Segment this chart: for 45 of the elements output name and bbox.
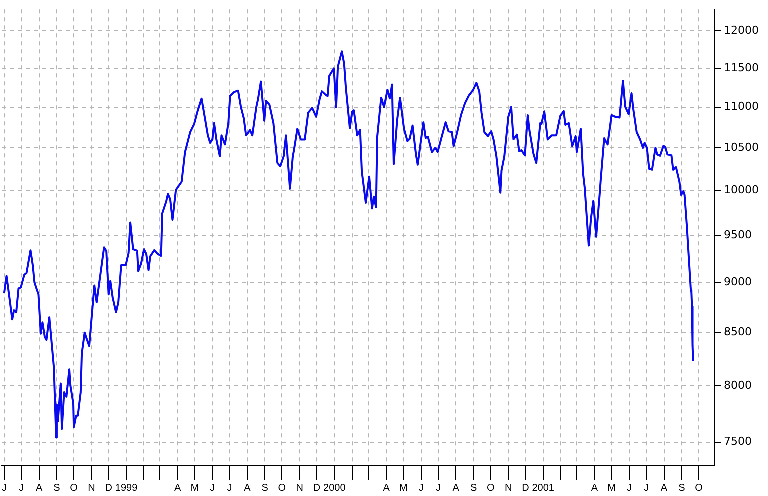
x-tick-label: N bbox=[88, 482, 96, 494]
x-tick-label: A bbox=[452, 482, 460, 494]
y-tick-label: 9000 bbox=[724, 276, 752, 289]
x-tick-label: O bbox=[278, 482, 286, 494]
x-tick-label: A bbox=[591, 482, 598, 494]
x-tick-label: S bbox=[262, 482, 269, 494]
y-tick-label: 11500 bbox=[724, 61, 760, 74]
x-tick-label: M bbox=[399, 482, 408, 494]
x-tick-label: J bbox=[2, 482, 7, 494]
x-tick-label: J bbox=[227, 482, 232, 494]
y-tick-label: 12000 bbox=[724, 24, 760, 38]
x-tick-label: M bbox=[190, 482, 200, 494]
x-tick-label: S bbox=[470, 482, 478, 494]
x-tick-label: O bbox=[695, 482, 704, 494]
x-tick-label: A bbox=[36, 482, 43, 494]
y-tick-label: 10500 bbox=[724, 140, 760, 154]
x-tick-label: 1999 bbox=[115, 482, 138, 494]
x-tick-label: S bbox=[678, 482, 686, 494]
x-tick-label: 2001 bbox=[532, 482, 555, 494]
x-tick-label: J bbox=[418, 482, 424, 494]
x-tick-label: D bbox=[105, 482, 112, 494]
x-tick-label: J bbox=[210, 482, 216, 494]
y-tick-label: 8500 bbox=[724, 326, 752, 339]
x-tick-label: S bbox=[54, 482, 61, 494]
x-tick-label: D bbox=[313, 482, 321, 494]
x-tick-label: A bbox=[244, 482, 252, 494]
y-tick-label: 9500 bbox=[724, 228, 752, 242]
x-tick-label: J bbox=[644, 482, 650, 494]
x-tick-label: A bbox=[383, 482, 390, 494]
y-tick-label: 11000 bbox=[724, 100, 760, 114]
x-tick-label: O bbox=[487, 482, 496, 494]
y-tick-label: 8000 bbox=[724, 378, 752, 392]
y-tick-label: 10000 bbox=[724, 184, 760, 197]
x-tick-label: M bbox=[608, 482, 616, 494]
x-tick-label: J bbox=[19, 482, 24, 494]
x-tick-label: A bbox=[174, 482, 182, 494]
x-tick-label: J bbox=[436, 482, 441, 494]
x-tick-label: 2000 bbox=[324, 482, 346, 494]
x-tick-label: A bbox=[660, 482, 668, 494]
x-tick-label: J bbox=[626, 482, 632, 494]
x-tick-label: N bbox=[296, 482, 304, 494]
x-tick-label: N bbox=[504, 482, 512, 494]
x-tick-label: D bbox=[522, 482, 530, 494]
x-tick-label: O bbox=[70, 482, 78, 494]
y-tick-label: 7500 bbox=[724, 435, 752, 448]
